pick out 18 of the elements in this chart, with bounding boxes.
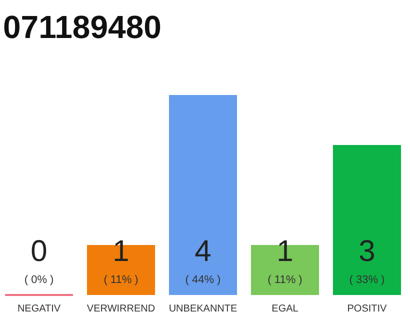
- x-tick-label: NEGATIV: [17, 304, 61, 314]
- annotation: ( 11% ): [104, 274, 138, 286]
- annotation: ( 44% ): [185, 274, 221, 286]
- data-label: 3: [358, 235, 376, 268]
- data-label: 4: [194, 235, 212, 268]
- data-label: 0: [30, 235, 48, 268]
- x-tick-label: UNBEKANNTE: [168, 304, 238, 314]
- annotation: ( 33% ): [349, 274, 385, 286]
- annotation: ( 11% ): [268, 274, 302, 286]
- x-tick-label: POSITIV: [347, 304, 388, 314]
- chart-title: 071189480: [3, 9, 162, 45]
- x-tick-label: VERWIRREND: [86, 304, 156, 314]
- data-label: 1: [276, 235, 294, 268]
- bar: [168, 95, 238, 295]
- data-label: 1: [112, 235, 130, 268]
- annotation: ( 0% ): [24, 274, 54, 286]
- x-tick-label: EGAL: [272, 304, 299, 314]
- bar: [332, 145, 401, 295]
